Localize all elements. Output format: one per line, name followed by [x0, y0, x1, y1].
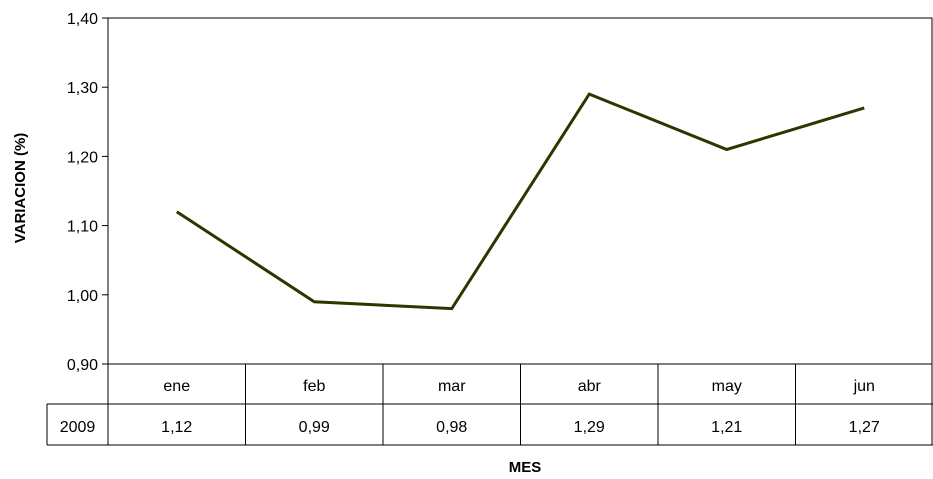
- plot-area: [107, 17, 933, 365]
- category-label: ene: [163, 378, 190, 395]
- data-label: 1,27: [849, 419, 880, 436]
- y-axis: 1,40 1,30 1,20 1,10 1,00 0,90: [67, 11, 108, 374]
- category-label: mar: [438, 378, 466, 395]
- x-axis-title: MES: [509, 459, 542, 476]
- data-table: ene feb mar abr may jun 2009 1,12 0,99 0,98 1,29 1,…: [46, 364, 933, 446]
- data-label: 1,21: [711, 419, 742, 436]
- y-tick-label: 1,10: [67, 219, 98, 236]
- y-axis-title: VARIACION (%): [12, 133, 29, 244]
- data-label: 0,99: [299, 419, 330, 436]
- plot-frame: [107, 17, 933, 365]
- y-tick-label: 0,90: [67, 357, 98, 374]
- data-label: 0,98: [436, 419, 467, 436]
- series-line: [175, 92, 865, 311]
- y-tick-label: 1,20: [67, 149, 98, 166]
- category-label: feb: [303, 378, 325, 395]
- series-layer: [175, 92, 865, 311]
- y-tick-label: 1,40: [67, 11, 98, 28]
- category-label: may: [712, 378, 742, 395]
- category-label: abr: [578, 378, 602, 395]
- y-tick-label: 1,00: [67, 288, 98, 305]
- series-name: 2009: [60, 419, 96, 436]
- category-label: jun: [853, 378, 875, 395]
- data-label: 1,29: [574, 419, 605, 436]
- y-tick-label: 1,30: [67, 80, 98, 97]
- data-label: 1,12: [161, 419, 192, 436]
